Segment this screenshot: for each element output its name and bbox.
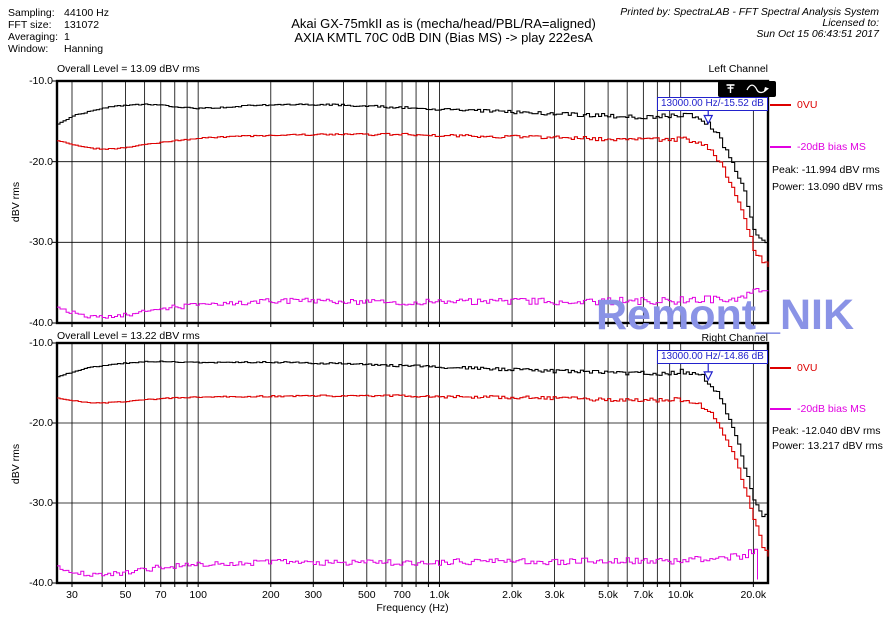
legend-line-sample (770, 367, 791, 369)
analysis-settings: Sampling: 44100 Hz FFT size: 131072 Averag… (8, 7, 109, 55)
legend-line-sample (770, 104, 791, 106)
trace-0db-play (57, 360, 769, 522)
setting-value: 131072 (64, 19, 100, 32)
chart-canvas (52, 341, 770, 587)
y-axis-label-right: dBV rms (10, 443, 22, 485)
y-axis-label-left: dBV rms (10, 181, 22, 223)
setting-label: Window: (8, 43, 49, 56)
cursor-marker-triangle[interactable] (703, 371, 714, 382)
trace-0vu (57, 132, 769, 267)
x-axis-label: Frequency (Hz) (376, 602, 449, 614)
report-title-line2: AXIA KMTL 70C 0dB DIN (Bias MS) -> play … (294, 30, 593, 45)
y-tick-label: -20.0 (29, 155, 53, 168)
watermark: Remont_NIK (596, 291, 855, 339)
setting-label: Averaging: (8, 31, 59, 44)
x-tick-label: 5.0k (598, 589, 618, 601)
cursor-marker-triangle[interactable] (703, 114, 714, 125)
stat-text: Power: 13.217 dBV rms (772, 440, 883, 452)
setting-label: Sampling: (8, 7, 55, 19)
legend-line-sample (770, 408, 791, 410)
x-tick-label: 70 (154, 589, 167, 601)
plot-area-right-channel[interactable] (52, 341, 770, 587)
x-tick-label: 700 (393, 589, 411, 601)
stat-text: Peak: -11.994 dBV rms (772, 164, 880, 176)
channel-label-left: Left Channel (708, 63, 768, 75)
legend-label: -20dB bias MS (797, 141, 866, 153)
setting-value: 44100 Hz (64, 7, 109, 19)
x-tick-label: 500 (358, 589, 376, 601)
cursor-readout-right[interactable]: 13000.00 Hz/-14.86 dB (657, 350, 768, 364)
y-tick-label: -10.0 (29, 337, 53, 349)
channel-label-right: Right Channel (701, 332, 768, 344)
x-tick-label: 300 (304, 589, 323, 601)
y-tick-label: -30.0 (29, 497, 53, 509)
chart-canvas (52, 79, 770, 327)
stat-text: Power: 13.090 dBV rms (772, 181, 883, 193)
overall-level-left: Overall Level = 13.09 dBV rms (57, 63, 200, 75)
report-title-line1: Akai GX-75mkII as is (mecha/head/PBL/RA=… (291, 16, 596, 31)
setting-value: Hanning (64, 43, 104, 56)
x-tick-label: 7.0k (633, 589, 654, 601)
stat-text: Peak: -12.040 dBV rms (772, 425, 881, 437)
print-datetime: Sun Oct 15 06:43:51 2017 (756, 28, 879, 40)
x-tick-label: 1.0k (429, 589, 450, 601)
legend-label: -20dB bias MS (797, 403, 866, 415)
licensed-to: Licensed to: (822, 17, 879, 29)
legend-label: 0VU (797, 362, 818, 374)
setting-label: FFT size: (8, 19, 52, 32)
x-tick-label: 20.0k (740, 589, 767, 601)
trace-0db-play (57, 103, 769, 245)
y-tick-label: -20.0 (29, 417, 53, 429)
trace--20db-bias-ms (57, 288, 769, 319)
y-tick-label: -40.0 (29, 317, 53, 329)
x-tick-label: 10.0k (667, 589, 694, 601)
trace--20db-bias-ms (57, 548, 758, 580)
trace-0vu (57, 394, 769, 557)
x-tick-label: 30 (66, 589, 78, 601)
x-tick-label: 50 (119, 589, 132, 601)
overall-level-right: Overall Level = 13.22 dBV rms (57, 330, 200, 342)
y-tick-label: -30.0 (29, 236, 53, 249)
x-tick-label: 3.0k (544, 589, 565, 601)
pin-icon[interactable] (724, 83, 737, 95)
sine-wave-icon[interactable] (746, 83, 770, 95)
cursor-readout-left[interactable]: 13000.00 Hz/-15.52 dB (657, 97, 768, 111)
setting-value: 1 (64, 31, 70, 44)
cursor-toolbar[interactable] (718, 81, 776, 97)
legend-line-sample (770, 146, 791, 148)
printed-by: Printed by: SpectraLAB - FFT Spectral An… (620, 6, 879, 18)
x-tick-label: 100 (189, 589, 207, 601)
legend-label: 0VU (797, 99, 818, 111)
x-tick-label: 2.0k (502, 589, 522, 601)
y-tick-label: -10.0 (29, 75, 53, 87)
x-tick-label: 200 (262, 589, 280, 601)
y-tick-label: -40.0 (29, 577, 53, 589)
plot-area-left-channel[interactable] (52, 79, 770, 327)
